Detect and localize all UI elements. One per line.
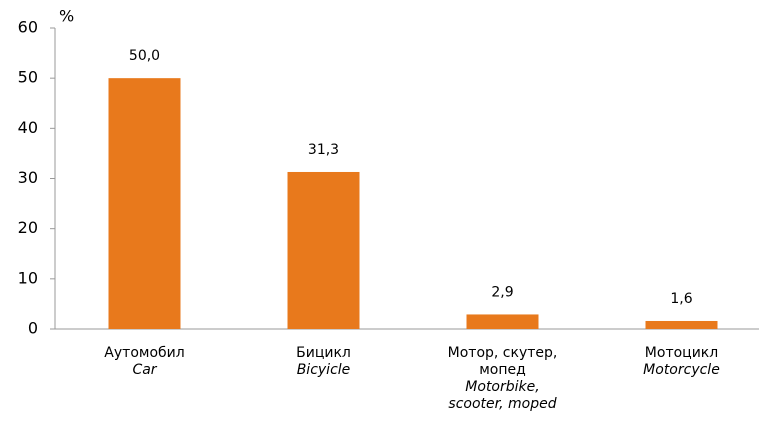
x-tick-label: Мотоцикл Motorcycle	[620, 345, 744, 379]
category-label-en: Motorcycle	[643, 362, 720, 378]
category-label: Аутомобил	[104, 345, 185, 361]
value-label: 1,6	[670, 291, 692, 307]
y-tick-label: 60	[18, 18, 38, 37]
value-label: 2,9	[491, 284, 513, 300]
y-tick-label: 40	[18, 118, 38, 137]
bar	[287, 171, 360, 329]
y-tick-label: 10	[18, 268, 38, 287]
category-label: Мотоцикл	[644, 345, 719, 361]
value-label: 50,0	[129, 48, 160, 64]
category-label: Мотор, скутер, мопед	[447, 345, 558, 378]
bar	[108, 78, 181, 330]
category-label-en: Motorbike, scooter, moped	[448, 379, 557, 412]
y-tick-label: 30	[18, 168, 38, 187]
bar	[466, 314, 539, 329]
y-tick-label: 20	[18, 218, 38, 237]
x-tick-label: Мотор, скутер, мопед Motorbike, scooter, …	[441, 345, 565, 413]
x-tick-label: Бицикл Bicyicle	[262, 345, 386, 379]
category-label-en: Car	[132, 362, 157, 378]
x-tick-label: Аутомобил Car	[83, 345, 207, 379]
category-label: Бицикл	[296, 345, 351, 361]
y-tick-label: 50	[18, 68, 38, 87]
category-label-en: Bicyicle	[296, 362, 351, 378]
y-unit: %	[59, 7, 74, 26]
value-label: 31,3	[308, 142, 339, 158]
y-tick-label: 0	[28, 319, 38, 338]
bar	[645, 320, 718, 329]
